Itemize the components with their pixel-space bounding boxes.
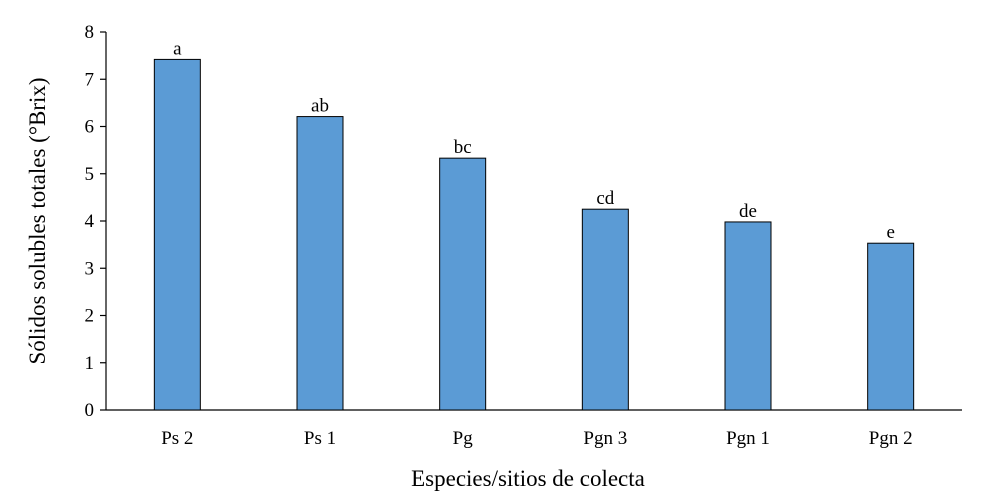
bar-significance-label: de [739,201,757,222]
y-axis: 0 1 2 3 4 5 6 7 8 [85,22,107,421]
bar-pgn-3 [581,208,629,411]
bar-ps-2 [153,58,201,411]
bar-significance-label: cd [596,188,614,209]
y-tick-label: 2 [85,306,95,327]
bar-significance-label: bc [454,137,472,158]
x-tick-label: Pg [453,428,474,449]
y-axis-title: Sólidos solubles totales (°Brix) [25,77,50,364]
bar-significance-label: a [173,38,182,59]
y-tick-label: 3 [85,258,95,279]
bar-ps-1 [296,116,344,411]
x-axis-title: Especies/sitios de colecta [411,466,645,491]
bars [153,58,915,411]
y-tick-label: 0 [85,400,95,421]
x-tick-label: Ps 2 [161,428,193,449]
x-tick-label: Pgn 1 [726,428,770,449]
bar-pgn-2 [867,242,915,411]
bar-labels: a ab bc cd de e [173,38,895,243]
x-tick-label: Ps 1 [304,428,336,449]
bar-pgn-1 [724,221,772,411]
bar-significance-label: e [886,222,894,243]
bar-significance-label: ab [311,96,329,117]
x-tick-label: Pgn 3 [583,428,627,449]
y-tick-label: 5 [85,164,95,185]
y-tick-label: 6 [85,117,95,138]
y-tick-label: 7 [85,69,95,90]
y-tick-label: 1 [85,353,95,374]
bar-pg [439,157,487,411]
x-tick-label: Pgn 2 [869,428,913,449]
x-axis: Ps 2 Ps 1 Pg Pgn 3 Pgn 1 Pgn 2 [106,409,962,449]
y-tick-label: 4 [85,211,95,232]
y-tick-label: 8 [85,22,95,43]
